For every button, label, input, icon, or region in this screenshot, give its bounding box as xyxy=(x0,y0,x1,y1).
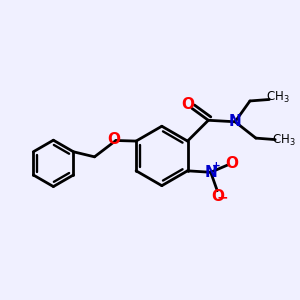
Text: −: − xyxy=(217,191,228,205)
Text: O: O xyxy=(226,157,238,172)
Text: N: N xyxy=(229,114,242,129)
Text: CH$_3$: CH$_3$ xyxy=(266,90,290,105)
Text: +: + xyxy=(212,161,220,171)
Text: O: O xyxy=(181,97,194,112)
Text: CH$_3$: CH$_3$ xyxy=(272,133,296,148)
Text: O: O xyxy=(211,189,224,204)
Text: N: N xyxy=(204,165,217,180)
Text: O: O xyxy=(107,132,120,147)
